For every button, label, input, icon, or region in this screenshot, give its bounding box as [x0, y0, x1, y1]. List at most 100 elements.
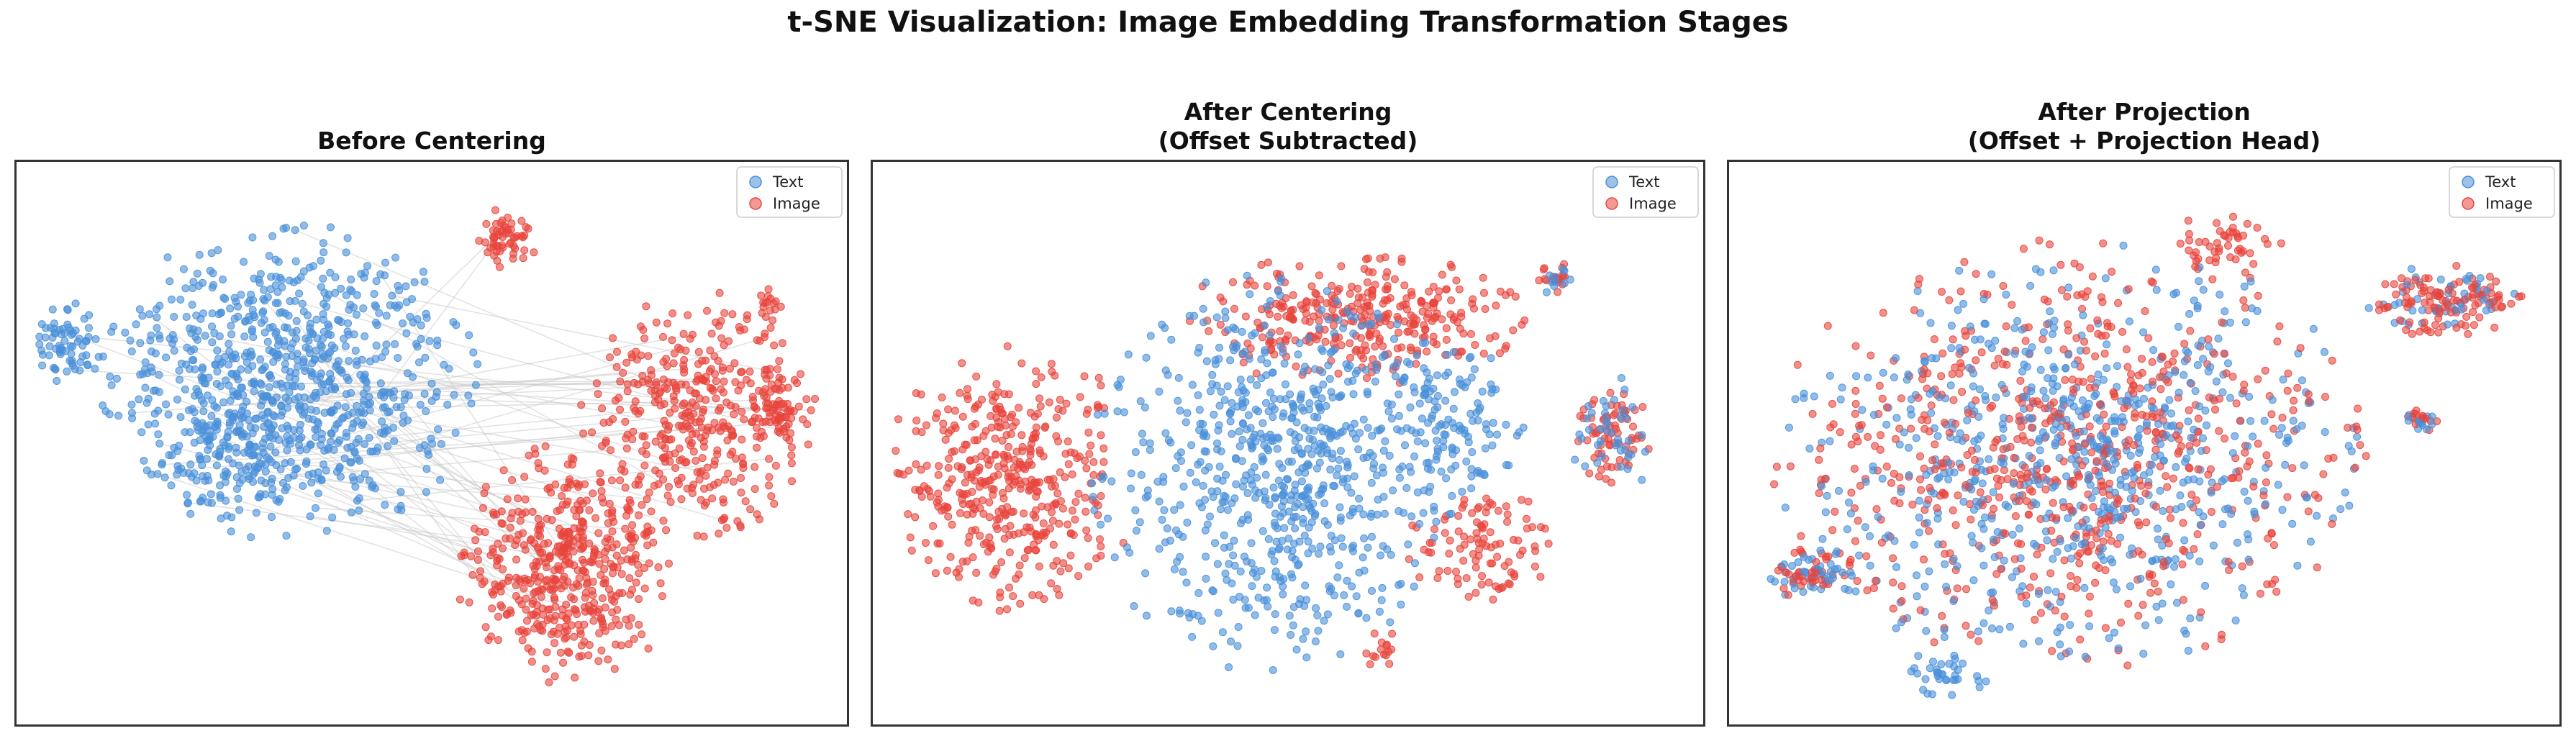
image-point [2224, 242, 2232, 250]
text-point [327, 375, 335, 383]
image-point [1471, 563, 1480, 572]
text-point [1928, 354, 1936, 363]
text-point [68, 342, 77, 351]
text-point [1838, 383, 1846, 392]
image-point [793, 379, 801, 387]
image-point [1333, 287, 1342, 295]
text-point [50, 363, 58, 372]
image-point [659, 475, 668, 483]
text-point [244, 299, 253, 307]
image-point [2136, 384, 2144, 393]
text-point [1349, 329, 1358, 338]
image-point [662, 355, 671, 363]
image-point [1097, 542, 1105, 550]
image-point [776, 386, 784, 394]
image-point [728, 310, 737, 319]
text-point [1979, 524, 1988, 533]
image-point [681, 346, 690, 355]
image-point [579, 566, 588, 575]
image-point [2010, 469, 2018, 478]
text-point [182, 313, 191, 321]
text-point [1597, 453, 1606, 461]
text-point [199, 407, 208, 416]
text-point [1340, 591, 1348, 599]
text-point [1263, 359, 1271, 368]
text-point [189, 284, 197, 292]
image-point [1489, 595, 1497, 604]
image-point [1926, 483, 1934, 492]
text-point [1199, 432, 1207, 440]
image-point [589, 578, 597, 586]
text-point [274, 258, 283, 266]
text-point [1433, 371, 1441, 380]
text-point [1093, 410, 1102, 419]
text-point [346, 301, 355, 309]
image-point [985, 513, 994, 522]
text-point [2226, 394, 2234, 402]
image-point [635, 569, 643, 578]
text-point [1912, 434, 1920, 442]
text-point [1269, 483, 1278, 492]
text-point [2241, 318, 2250, 327]
image-point [1964, 409, 1972, 417]
image-point [1041, 422, 1050, 431]
text-point [214, 310, 223, 319]
image-point [630, 635, 638, 643]
text-point [1259, 455, 1268, 464]
text-point [1226, 417, 1235, 426]
image-point [541, 665, 550, 673]
text-point [1218, 628, 1227, 637]
text-point [1324, 361, 1333, 370]
image-point [1853, 577, 1861, 585]
text-point [289, 381, 296, 390]
text-point [265, 383, 273, 391]
text-point [1232, 343, 1241, 352]
text-point [319, 248, 328, 257]
image-point [1503, 510, 1512, 519]
image-point [530, 248, 538, 257]
text-point [1199, 318, 1208, 327]
image-point [1052, 413, 1061, 422]
image-point [1459, 329, 1468, 338]
image-point [508, 476, 517, 484]
image-point [1097, 492, 1105, 500]
text-point [1372, 365, 1381, 374]
text-point [1138, 429, 1146, 438]
image-point [636, 472, 645, 481]
panel-2-plot: Text Image [871, 160, 1705, 727]
text-point [340, 413, 348, 422]
text-point [248, 233, 257, 242]
image-point [644, 645, 653, 653]
image-point [1454, 512, 1463, 520]
text-point [168, 331, 177, 340]
text-point [1826, 371, 1834, 380]
image-point [2283, 493, 2292, 501]
text-point [2097, 510, 2106, 519]
image-point [2148, 358, 2157, 366]
image-point [637, 351, 645, 360]
image-point [1393, 344, 1402, 353]
text-point [148, 367, 156, 376]
text-point [1279, 489, 1288, 497]
text-point [1560, 266, 1569, 275]
text-point [2345, 501, 2354, 510]
image-point [750, 402, 758, 411]
text-point [216, 447, 225, 456]
image-point [1443, 567, 1452, 575]
text-point [366, 357, 374, 365]
text-point [207, 490, 215, 499]
text-point [1406, 403, 1415, 412]
image-point [1428, 317, 1436, 325]
image-point [574, 581, 583, 590]
text-point [2062, 472, 2071, 481]
text-point [386, 301, 394, 309]
image-point [1408, 521, 1417, 529]
image-point [644, 352, 653, 360]
text-point [1311, 365, 1320, 373]
text-point [2180, 370, 2188, 379]
image-point [720, 309, 729, 317]
text-point [1423, 368, 1431, 377]
image-point [2143, 427, 2151, 435]
text-point [1847, 571, 1856, 580]
image-point [1028, 476, 1035, 484]
